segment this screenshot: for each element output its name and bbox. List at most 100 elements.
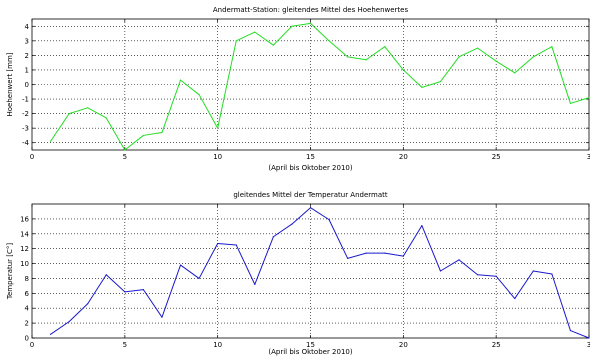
x-tick-label: 20 — [399, 341, 408, 349]
data-point — [402, 69, 404, 71]
data-point — [458, 56, 460, 58]
data-point — [179, 79, 182, 81]
data-point — [532, 56, 534, 58]
data-point — [328, 40, 330, 42]
data-point — [254, 31, 256, 33]
x-axis-label: (April bis Oktober 2010) — [268, 348, 352, 356]
data-point — [532, 270, 534, 272]
data-point — [439, 80, 442, 83]
data-point — [179, 264, 182, 266]
data-point — [105, 274, 107, 276]
data-point — [198, 277, 200, 280]
data-point — [198, 94, 200, 96]
x-tick-label: 20 — [399, 153, 408, 161]
data-point — [87, 303, 89, 305]
data-point — [254, 283, 256, 285]
data-point — [347, 257, 349, 259]
data-point — [495, 60, 497, 62]
data-point — [588, 97, 590, 99]
data-point — [309, 207, 312, 209]
data-point — [309, 22, 312, 24]
data-point — [272, 44, 274, 46]
chart-1: 0 5 10 15 20 25 3 -4 -3 -2 -1 0 1 2 3 4 Andermatt-Statio… — [6, 6, 590, 172]
y-tick-label: 12 — [20, 245, 29, 253]
data-point — [365, 252, 367, 254]
data-point — [217, 242, 219, 245]
x-tick-label: 25 — [492, 153, 501, 161]
data-point — [402, 255, 404, 257]
data-point — [142, 289, 144, 291]
y-tick-label: 3 — [25, 37, 29, 45]
data-point — [458, 259, 460, 261]
data-point — [291, 223, 293, 225]
x-tick-label: 5 — [123, 341, 127, 349]
data-point — [588, 337, 590, 339]
data-point — [477, 47, 479, 49]
chart-title: gleitendes Mittel der Temperatur Anderma… — [233, 191, 388, 199]
x-tick-label: 3 — [587, 153, 590, 161]
y-tick-label: 4 — [25, 23, 30, 31]
data-point — [551, 273, 553, 275]
data-point — [477, 274, 479, 276]
x-tick-label: 10 — [213, 341, 222, 349]
data-point — [272, 236, 274, 238]
data-point — [124, 149, 126, 151]
data-point — [551, 46, 553, 48]
y-tick-label: 14 — [20, 230, 29, 238]
data-point — [569, 102, 572, 105]
data-point — [124, 291, 126, 293]
data-point — [49, 140, 52, 142]
x-tick-label: 5 — [123, 153, 127, 161]
y-tick-label: 8 — [25, 275, 29, 283]
y-tick-label: 10 — [20, 260, 29, 268]
y-tick-label: 4 — [25, 305, 30, 313]
y-tick-label: -4 — [22, 139, 30, 147]
y-tick-label: 6 — [25, 290, 30, 298]
data-point — [142, 134, 144, 137]
y-tick-label: 0 — [25, 81, 29, 89]
y-tick-label: -2 — [22, 110, 29, 118]
data-point — [161, 131, 163, 134]
data-point — [68, 113, 70, 115]
x-tick-label: 3 — [587, 341, 590, 349]
data-point — [569, 329, 572, 332]
data-point — [514, 297, 516, 300]
y-tick-label: 16 — [20, 215, 29, 223]
y-tick-label: 1 — [25, 66, 29, 74]
data-point — [68, 321, 70, 323]
x-tick-label: 15 — [306, 153, 315, 161]
x-tick-label: 15 — [306, 341, 315, 349]
y-tick-label: 0 — [25, 335, 29, 343]
x-tick-label: 10 — [213, 153, 222, 161]
y-tick-label: -3 — [22, 125, 29, 133]
series-line — [50, 207, 590, 339]
data-point — [161, 316, 163, 318]
data-point — [384, 252, 386, 254]
data-point — [421, 86, 423, 89]
data-point — [235, 40, 237, 42]
y-tick-label: 2 — [25, 320, 29, 328]
y-tick-label: 2 — [25, 52, 29, 60]
data-point — [217, 127, 219, 129]
series-line — [50, 22, 590, 151]
data-point — [384, 46, 386, 48]
data-point — [514, 72, 516, 74]
x-tick-label: 0 — [30, 153, 34, 161]
data-point — [439, 270, 442, 272]
x-tick-label: 0 — [30, 341, 34, 349]
y-axis-label: Hoehenwert [mm] — [6, 52, 14, 116]
y-tick-label: -1 — [22, 96, 29, 104]
data-point — [495, 275, 497, 277]
data-point — [365, 59, 367, 61]
data-point — [49, 333, 52, 335]
data-point — [87, 107, 89, 109]
data-point — [421, 224, 423, 227]
data-point — [235, 244, 237, 246]
x-axis-label: (April bis Oktober 2010) — [268, 164, 352, 172]
y-axis-label: Temperatur [C°] — [6, 243, 14, 301]
data-point — [347, 56, 349, 58]
x-tick-label: 25 — [492, 341, 501, 349]
data-point — [105, 117, 107, 119]
